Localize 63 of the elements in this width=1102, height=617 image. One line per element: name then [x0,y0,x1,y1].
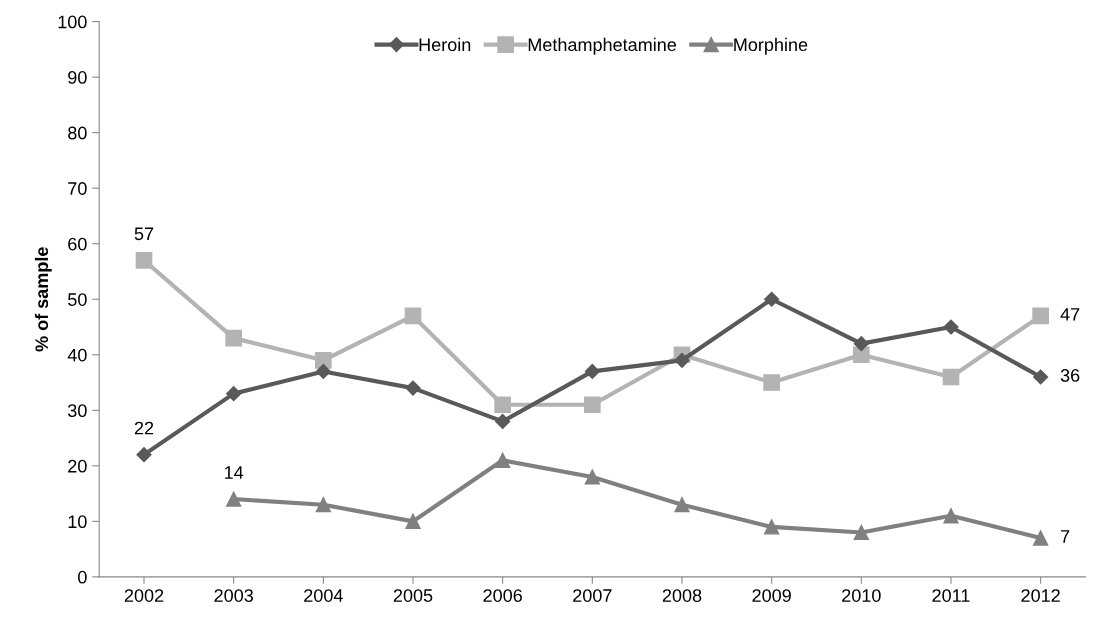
x-tick-label: 2007 [573,589,612,602]
point [226,491,242,507]
point [943,508,959,524]
data-label: 36 [1060,369,1080,382]
y-tick-label: 100 [58,15,87,29]
x-tick-label: 2011 [932,589,970,602]
data-label: 14 [225,466,244,479]
point [135,252,153,269]
x-tick-label: 2003 [214,589,253,602]
point [1032,307,1049,325]
y-tick-label: 70 [68,182,87,195]
point [942,368,960,386]
x-tick-label: 2005 [393,589,433,602]
x-tick-label: 2008 [662,589,702,602]
point [852,346,870,364]
y-tick-label: 50 [68,293,87,306]
y-tick-label: 10 [68,515,87,529]
point [495,452,511,468]
y-tick-label: 40 [67,348,87,362]
point [405,380,421,396]
point [404,307,422,325]
legend-label: Methamphetamine [528,37,677,55]
y-tick-label: 30 [67,404,87,418]
y-axis-title: % of sample [34,247,52,352]
point [853,336,869,352]
point [315,497,331,513]
x-tick-label: 2010 [842,589,881,602]
point [226,386,242,402]
data-label: 7 [1061,530,1070,543]
point [315,363,331,380]
point [1033,369,1049,385]
x-tick-label: 2004 [304,589,343,602]
legend-label: Heroin [419,37,471,52]
x-tick-label: 2002 [124,589,164,602]
point [674,497,690,513]
point [315,351,332,369]
point [136,447,152,463]
point [1032,530,1049,546]
point [764,291,780,307]
point [584,469,600,485]
point [584,363,600,380]
x-tick-label: 2006 [483,589,522,602]
y-tick-label: 0 [78,570,87,584]
y-tick-label: 80 [68,126,87,140]
point [225,329,243,347]
point [764,519,780,535]
y-tick-label: 90 [68,71,87,84]
point [494,396,511,414]
data-label: 57 [134,227,154,241]
x-tick-label: 2012 [1021,589,1060,602]
y-tick-label: 60 [68,237,87,251]
point [583,396,601,414]
point [853,524,869,541]
data-label: 22 [134,421,154,435]
point [674,352,690,368]
point [943,319,959,335]
legend-label: Morphine [734,37,808,55]
y-tick-label: 20 [68,459,87,473]
point [405,513,421,530]
data-label: 47 [1060,308,1080,321]
x-tick-label: 2009 [752,589,791,602]
point [763,374,780,391]
point [495,413,511,429]
